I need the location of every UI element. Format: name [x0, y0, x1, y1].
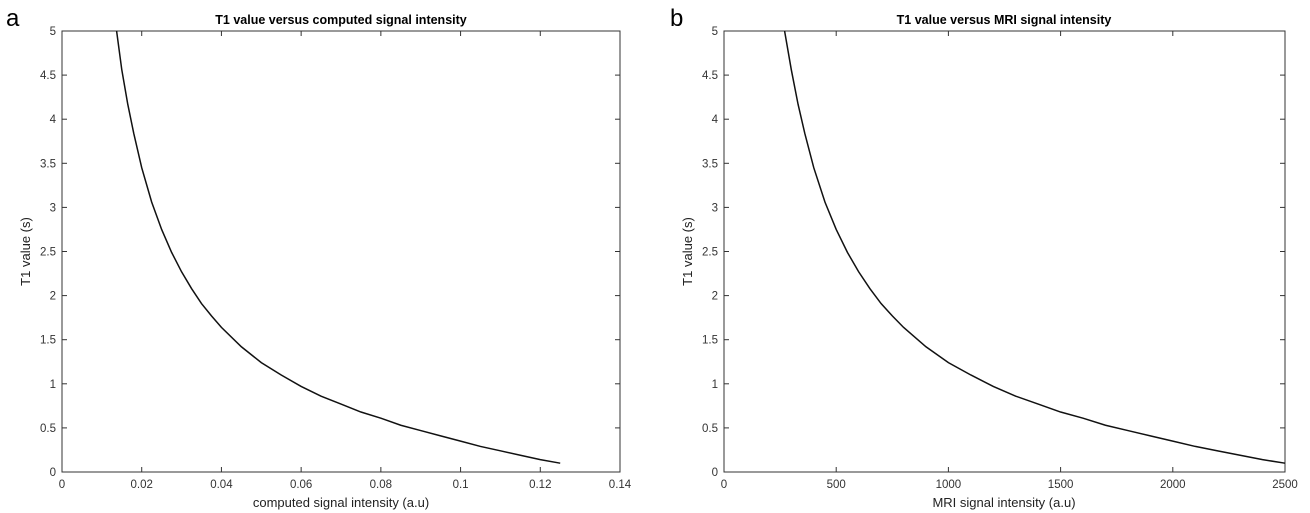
panel-a-plot-frame	[61, 30, 621, 473]
panel-a-ytick-label: 5	[50, 26, 56, 38]
panel-b-xlabel: MRI signal intensity (a.u)	[932, 495, 1075, 510]
panel-b-ytick-label: 3	[712, 202, 718, 214]
panel-b-xtick-label: 500	[827, 479, 846, 491]
panel-b-ytick-label: 4	[712, 114, 719, 126]
panel-a: a T1 value versus computed signal intens…	[6, 5, 632, 510]
panel-b-ytick-label: 3.5	[702, 158, 718, 170]
panel-a-xtick-label: 0.04	[210, 479, 233, 491]
panel-a-xlabel: computed signal intensity (a.u)	[253, 495, 429, 510]
panel-b-ytick-label: 0	[712, 467, 718, 479]
panel-a-ytick-label: 2	[50, 291, 56, 303]
panel-b-xtick-label: 1000	[936, 479, 962, 491]
panel-a-title: T1 value versus computed signal intensit…	[215, 13, 467, 27]
panel-b-title: T1 value versus MRI signal intensity	[897, 13, 1112, 27]
panel-b-ylabel: T1 value (s)	[680, 217, 695, 286]
panel-b-ytick-label: 1	[712, 379, 718, 391]
panel-a-ylabel: T1 value (s)	[18, 217, 33, 286]
panel-a-xtick-label: 0.1	[453, 479, 469, 491]
panel-a-xtick-label: 0.08	[370, 479, 392, 491]
panel-a-ytick-label: 0	[50, 467, 56, 479]
panel-a-xtick-label: 0.06	[290, 479, 312, 491]
panel-b-ytick-label: 0.5	[702, 423, 718, 435]
panel-b: b T1 value versus MRI signal intensity 0…	[670, 5, 1298, 510]
panel-b-xtick-label: 0	[721, 479, 727, 491]
panel-a-ticks: 0 0.02 0.04 0.06 0.08 0.1 0.12 0.14 0 0.5 1 1.5 2 2.5…	[40, 26, 632, 491]
panel-a-ytick-label: 2.5	[40, 247, 56, 259]
panel-b-plot-frame	[723, 30, 1286, 473]
panel-a-letter: a	[6, 5, 20, 32]
panel-b-xtick-label: 2500	[1272, 479, 1298, 491]
panel-a-xtick-label: 0.02	[131, 479, 153, 491]
panel-a-ytick-label: 4	[50, 114, 57, 126]
panel-a-ytick-label: 4.5	[40, 70, 56, 82]
panel-a-ytick-label: 3.5	[40, 158, 56, 170]
panel-a-ytick-label: 3	[50, 202, 56, 214]
panel-a-ytick-label: 1	[50, 379, 56, 391]
panel-a-curve	[115, 30, 561, 464]
panel-b-ytick-label: 4.5	[702, 70, 718, 82]
panel-b-xtick-label: 1500	[1048, 479, 1074, 491]
panel-a-xtick-label: 0.14	[609, 479, 632, 491]
panel-b-ytick-label: 2	[712, 291, 718, 303]
panel-a-xtick-label: 0.12	[529, 479, 551, 491]
panel-b-ytick-label: 1.5	[702, 335, 718, 347]
panel-b-ytick-label: 5	[712, 26, 718, 38]
panel-b-ticks: 0 500 1000 1500 2000 2500 0 0.5 1 1.5 2 2.5 3 3.5 4 4.5…	[702, 26, 1298, 491]
panel-a-xtick-label: 0	[59, 479, 65, 491]
panel-a-ytick-label: 0.5	[40, 423, 56, 435]
panel-a-ytick-label: 1.5	[40, 335, 56, 347]
panel-b-ytick-label: 2.5	[702, 247, 718, 259]
panel-b-curve	[783, 30, 1286, 464]
panel-b-xtick-label: 2000	[1160, 479, 1186, 491]
panel-b-letter: b	[670, 5, 683, 32]
